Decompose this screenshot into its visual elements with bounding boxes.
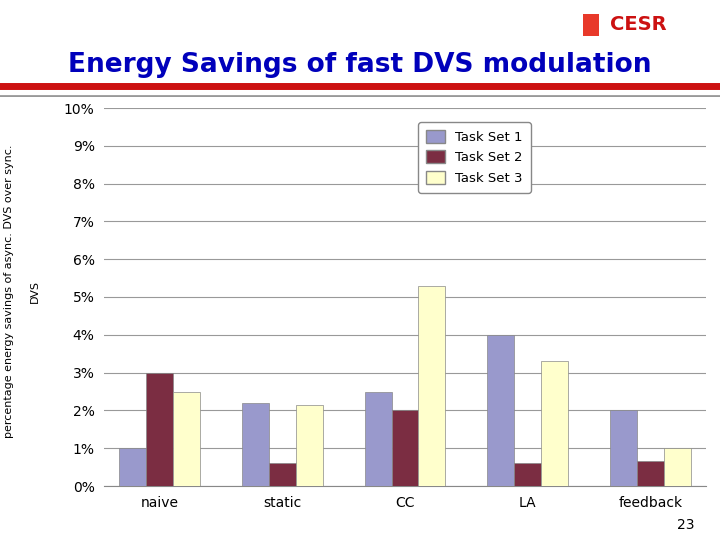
- Text: NC STATE: NC STATE: [33, 18, 100, 31]
- Bar: [119, 448, 146, 486]
- Text: 23: 23: [678, 518, 695, 532]
- Text: CESR: CESR: [611, 15, 667, 35]
- Text: percentage energy savings of async. DVS over sync.: percentage energy savings of async. DVS …: [4, 145, 14, 438]
- Text: DVS: DVS: [30, 280, 40, 303]
- Bar: [514, 463, 541, 486]
- Bar: [173, 392, 200, 486]
- Bar: [664, 448, 691, 486]
- Bar: [364, 392, 392, 486]
- Bar: [146, 373, 173, 486]
- Bar: [296, 405, 323, 486]
- Bar: [418, 286, 446, 486]
- Bar: [610, 410, 637, 486]
- Bar: [242, 403, 269, 486]
- Bar: [583, 14, 599, 36]
- Bar: [392, 410, 418, 486]
- Bar: [637, 461, 664, 486]
- Bar: [487, 335, 514, 486]
- Bar: [541, 361, 568, 486]
- Legend: Task Set 1, Task Set 2, Task Set 3: Task Set 1, Task Set 2, Task Set 3: [418, 122, 531, 193]
- Text: Energy Savings of fast DVS modulation: Energy Savings of fast DVS modulation: [68, 52, 652, 78]
- Bar: [269, 463, 296, 486]
